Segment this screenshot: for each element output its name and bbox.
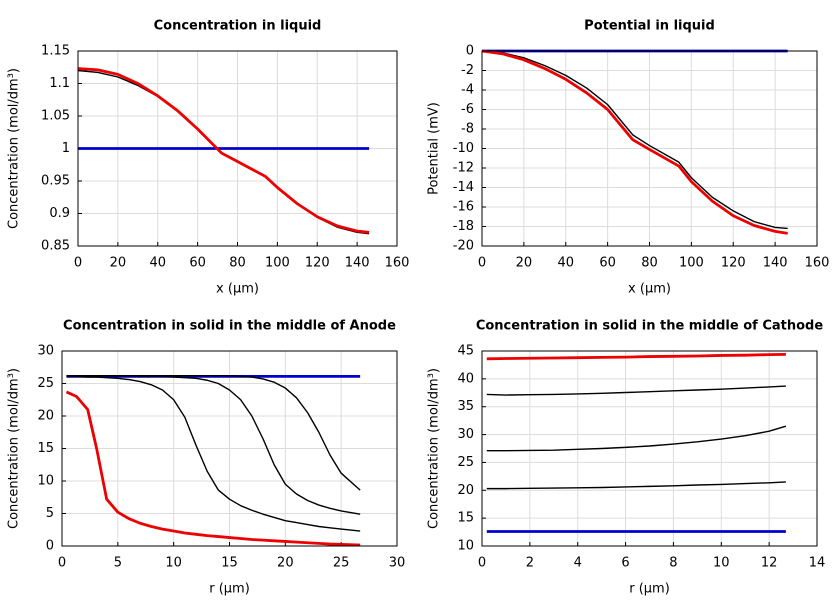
y-tick-label: 1.1 [49,76,70,91]
y-tick-label: 1.15 [41,44,70,59]
y-tick-label: 0.95 [41,174,70,189]
x-tick-label: 25 [333,556,350,571]
subplot: 0 20 40 60 80 100 120 140 160 0.85 0.9 0.95 1 1.05 1.1… [7,19,410,297]
x-tick-label: 30 [389,556,406,571]
x-tick-label: 12 [761,556,778,571]
x-tick-label: 160 [385,256,410,271]
y-tick-label: -6 [461,102,474,117]
x-tick-label: 80 [229,256,246,271]
y-axis-label: Concentration (mol/dm³) [427,368,442,529]
x-tick-label: 6 [621,556,629,571]
y-axis-label: Concentration (mol/dm³) [7,68,22,229]
y-tick-label: 1.05 [41,109,70,124]
series-line [481,50,788,230]
series-line [486,352,786,361]
y-tick-label: -8 [461,122,474,137]
x-tick-label: 100 [679,256,704,271]
plot-frame [481,350,818,547]
x-tick-label: 20 [277,556,294,571]
x-tick-label: 8 [669,556,677,571]
x-axis-label: r (µm) [209,582,250,597]
series-line [65,390,361,547]
series-line [481,49,788,235]
y-tick-label: -20 [453,239,474,254]
y-tick-label: 35 [457,399,474,414]
x-tick-label: 120 [305,256,330,271]
series-line [486,385,786,396]
y-tick-label: -18 [453,219,474,234]
x-tick-label: 140 [763,256,788,271]
y-tick-label: -10 [453,141,474,156]
subplot: 0 2 4 6 8 10 12 141015202530354045Concentration… [427,319,826,597]
x-tick-label: 0 [478,256,486,271]
y-tick-label: -12 [453,161,474,176]
series-line [66,375,361,491]
y-axis-label: Potential (mV) [427,102,442,195]
chart-title: Concentration in solid in the middle of … [63,319,396,334]
y-tick-label: 45 [457,344,474,359]
y-tick-label: 20 [457,483,474,498]
series-line [486,481,786,490]
y-tick-label: 10 [37,474,54,489]
x-tick-label: 14 [809,556,826,571]
x-tick-label: 80 [641,256,658,271]
x-tick-label: 40 [557,256,574,271]
plot-frame [481,50,818,247]
y-tick-label: 25 [457,455,474,470]
x-tick-label: 0 [478,556,486,571]
y-tick-label: 1 [62,141,70,156]
y-tick-label: 25 [37,376,54,391]
series-line [77,69,370,235]
y-axis-label: Concentration (mol/dm³) [7,368,22,529]
series-line [66,375,361,515]
y-tick-label: 30 [37,344,54,359]
x-tick-label: 0 [74,256,82,271]
y-tick-label: 15 [37,441,54,456]
y-tick-label: 0 [466,44,474,59]
plot-frame [77,50,398,247]
y-tick-label: 5 [46,506,54,521]
x-tick-label: 160 [805,256,830,271]
x-tick-label: 100 [265,256,290,271]
y-tick-label: 0 [46,539,54,554]
y-tick-label: 0.85 [41,239,70,254]
y-tick-label: 40 [457,371,474,386]
series-line [77,67,370,234]
y-tick-label: -2 [461,63,474,78]
chart-title: Potential in liquid [584,19,715,34]
series-line [486,425,787,452]
x-tick-label: 15 [221,556,238,571]
y-tick-label: -4 [461,83,474,98]
x-tick-label: 10 [713,556,730,571]
x-tick-label: 20 [516,256,533,271]
x-tick-label: 5 [114,556,122,571]
x-tick-label: 10 [165,556,182,571]
x-tick-label: 4 [574,556,582,571]
x-axis-label: x (µm) [216,282,259,297]
x-tick-label: 60 [599,256,616,271]
chart-title: Concentration in liquid [154,19,322,34]
series-line [66,375,361,532]
y-tick-label: 20 [37,409,54,424]
chart-title: Concentration in solid in the middle of … [476,319,824,334]
x-tick-label: 0 [58,556,66,571]
x-tick-label: 20 [110,256,127,271]
y-tick-label: 0.9 [49,206,70,221]
x-tick-label: 140 [345,256,370,271]
y-tick-label: -14 [453,180,474,195]
y-tick-label: 10 [457,539,474,554]
x-axis-label: r (µm) [629,582,670,597]
y-tick-label: 15 [457,511,474,526]
x-tick-label: 60 [189,256,206,271]
x-tick-label: 120 [721,256,746,271]
x-axis-label: x (µm) [628,282,671,297]
x-tick-label: 2 [526,556,534,571]
x-tick-label: 40 [149,256,166,271]
plot-frame [61,350,398,547]
y-tick-label: -16 [453,200,474,215]
subplot: 0 5 10 15 20 25 30 0 5 10 15 20 25 30 Concentration in… [7,319,406,597]
subplot: 0 20 40 60 80 100 120 140 160-20-18-16-14-12-10-… [427,19,830,297]
y-tick-label: 30 [457,427,474,442]
